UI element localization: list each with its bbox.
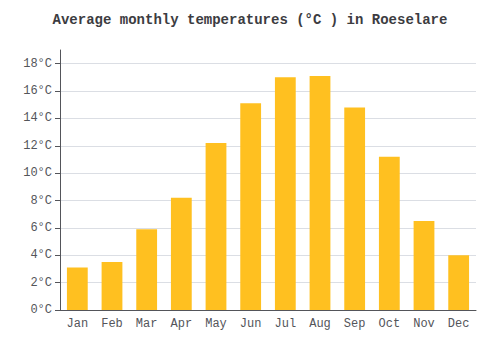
svg-text:Nov: Nov — [413, 317, 435, 331]
svg-text:Average monthly temperatures (: Average monthly temperatures (°C ) in Ro… — [53, 12, 448, 28]
svg-text:10°C: 10°C — [23, 166, 52, 180]
svg-text:Aug: Aug — [309, 317, 331, 331]
svg-text:18°C: 18°C — [23, 57, 52, 71]
svg-text:16°C: 16°C — [23, 84, 52, 98]
svg-text:Dec: Dec — [448, 317, 470, 331]
svg-text:Jul: Jul — [275, 317, 297, 331]
svg-text:Apr: Apr — [171, 317, 193, 331]
svg-text:Jun: Jun — [240, 317, 262, 331]
svg-text:Sep: Sep — [344, 317, 366, 331]
svg-text:May: May — [205, 317, 227, 331]
svg-text:Jan: Jan — [67, 317, 89, 331]
svg-text:14°C: 14°C — [23, 111, 52, 125]
svg-text:0°C: 0°C — [30, 303, 52, 317]
svg-text:Oct: Oct — [379, 317, 401, 331]
svg-text:6°C: 6°C — [30, 221, 52, 235]
svg-text:2°C: 2°C — [30, 276, 52, 290]
svg-text:12°C: 12°C — [23, 139, 52, 153]
svg-text:Feb: Feb — [101, 317, 123, 331]
svg-text:Mar: Mar — [136, 317, 158, 331]
svg-text:4°C: 4°C — [30, 248, 52, 262]
svg-text:8°C: 8°C — [30, 194, 52, 208]
